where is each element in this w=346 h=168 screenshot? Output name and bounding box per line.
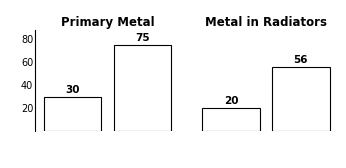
Title: Metal in Radiators: Metal in Radiators (205, 16, 327, 29)
Bar (272, 67, 329, 131)
Bar (114, 45, 171, 131)
Bar (44, 97, 101, 131)
Text: 30: 30 (65, 85, 80, 95)
Text: 56: 56 (294, 55, 308, 65)
Bar (202, 108, 260, 131)
Text: 20: 20 (224, 96, 238, 106)
Title: Primary Metal: Primary Metal (61, 16, 155, 29)
Text: 75: 75 (136, 33, 150, 43)
